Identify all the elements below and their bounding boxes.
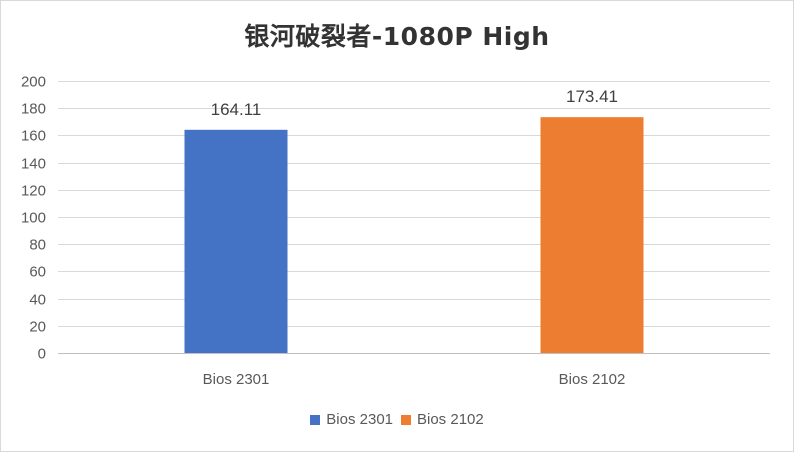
- y-tick-label-120: 120: [21, 183, 46, 200]
- y-tick-label-140: 140: [21, 156, 46, 173]
- legend-item-bios-2102: Bios 2102: [401, 411, 484, 428]
- y-tick-label-100: 100: [21, 210, 46, 227]
- legend-swatch-bios-2301: [310, 414, 321, 425]
- x-tick-label-bios-2301: Bios 2301: [203, 371, 270, 388]
- y-tick-label-0: 0: [38, 346, 46, 363]
- legend-item-bios-2301: Bios 2301: [310, 411, 393, 428]
- y-tick-label-80: 80: [29, 237, 46, 254]
- y-tick-label-40: 40: [29, 292, 46, 309]
- y-tick-label-160: 160: [21, 128, 46, 145]
- y-tick-label-20: 20: [29, 319, 46, 336]
- data-label-bios-2102: 173.41: [566, 87, 618, 106]
- y-tick-label-180: 180: [21, 101, 46, 118]
- legend-label-bios-2301: Bios 2301: [326, 411, 393, 428]
- legend-label-bios-2102: Bios 2102: [417, 411, 484, 428]
- data-label-bios-2301: 164.11: [211, 100, 262, 119]
- y-tick-label-60: 60: [29, 264, 46, 281]
- x-tick-label-bios-2102: Bios 2102: [559, 371, 626, 388]
- bar-bios-2301: [184, 129, 288, 353]
- y-tick-label-200: 200: [21, 74, 46, 91]
- chart-title: 银河破裂者-1080P High: [244, 22, 550, 51]
- legend: Bios 2301 Bios 2102: [1, 411, 793, 428]
- bar-bios-2102: [540, 117, 644, 353]
- legend-swatch-bios-2102: [401, 414, 411, 425]
